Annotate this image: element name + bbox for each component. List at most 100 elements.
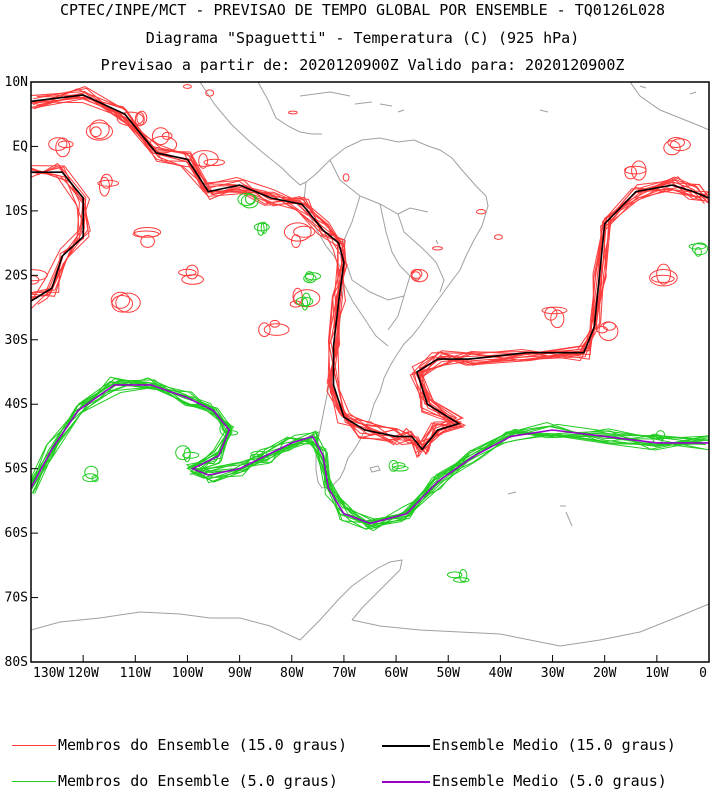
member-5-blob: [453, 577, 470, 583]
coast-south-georgia: [507, 491, 573, 527]
member-5-blob: [447, 571, 463, 579]
member-15-blob: [269, 319, 280, 328]
member-15-line: [35, 166, 80, 305]
member-15-line: [31, 101, 709, 451]
member-15-blob: [667, 137, 686, 148]
member-15-blob: [134, 112, 145, 127]
member-5-line: [34, 377, 709, 522]
member-5-blob: [82, 473, 98, 483]
lat-tick-label: 80S: [5, 655, 28, 670]
lat-tick-label: 60S: [5, 526, 28, 541]
legend-red-swatch: [12, 745, 56, 746]
lon-tick-label: 80W: [280, 666, 304, 681]
coast-africa: [629, 82, 709, 131]
member-5-blob: [301, 297, 309, 311]
member-5-blob: [688, 243, 707, 250]
member-15-line: [31, 94, 705, 455]
legend-purple-swatch: [382, 781, 430, 783]
map-frame: [30, 81, 710, 663]
member-5-blob: [649, 433, 661, 440]
member-5-line: [31, 386, 705, 527]
legend-green-label: Membros do Ensemble (5.0 graus): [58, 772, 338, 790]
member-5-blob: [303, 273, 317, 284]
member-5-blob: [257, 222, 265, 236]
lon-tick-label: 30W: [541, 666, 565, 681]
member-15-line: [33, 88, 709, 455]
member-15-line: [32, 86, 709, 456]
lat-tick-label: 10S: [5, 204, 28, 219]
member-5-blob: [691, 242, 709, 256]
lon-tick-label: 10W: [645, 666, 669, 681]
coast-central-america-north: [257, 82, 322, 135]
member-15-blob: [293, 225, 316, 238]
member-5-blob: [91, 475, 99, 483]
legend-red-label: Membros do Ensemble (15.0 graus): [58, 736, 347, 754]
member-5-blob: [304, 272, 321, 281]
member-15-blob: [182, 84, 192, 89]
member-15-blob: [541, 306, 568, 315]
lon-tick-label: 130W: [33, 666, 64, 681]
member-15-blob: [111, 295, 133, 313]
coast-antarctic-peninsula: [299, 559, 403, 641]
coast-antarctica: [31, 603, 709, 647]
coast-caribbean: [299, 91, 405, 113]
member-5-line: [31, 378, 709, 528]
lat-tick-label: 10N: [5, 75, 28, 90]
member-5-blob: [237, 192, 256, 206]
member-15-blob: [190, 150, 219, 167]
title-line-1: CPTEC/INPE/MCT - PREVISAO DE TEMPO GLOBA…: [59, 1, 666, 19]
member-5-line: [31, 377, 709, 529]
lon-tick-label: 110W: [120, 666, 151, 681]
border-lines: [329, 159, 445, 347]
member-5-line: [31, 379, 704, 523]
title-line-3: Previsao a partir de: 2020120900Z Valido…: [100, 56, 625, 74]
member-5-line: [31, 379, 709, 522]
member-15-blob: [263, 323, 290, 336]
lat-tick-label: EQ: [12, 139, 28, 154]
member-15-blob: [631, 160, 647, 181]
member-5-line: [32, 376, 709, 530]
member-15-blob: [283, 222, 312, 242]
member-15-line: [31, 170, 91, 294]
coastlines: [31, 82, 709, 647]
member-15-blob: [669, 138, 691, 152]
member-15-blob: [342, 173, 350, 182]
lon-tick-label: 90W: [228, 666, 252, 681]
member-15-line: [31, 166, 90, 298]
title-line-2: Diagrama "Spaguetti" - Temperatura (C) (…: [145, 29, 580, 47]
member-5-line: [31, 379, 707, 521]
member-15-blob: [203, 158, 225, 166]
member-15-line: [31, 97, 709, 442]
member-15-blob: [116, 111, 144, 127]
member-15-line: [31, 165, 91, 294]
member-15-blob: [288, 110, 298, 115]
member-15-blob: [85, 122, 114, 141]
member-5-line: [31, 380, 709, 525]
member-15-blob: [133, 227, 162, 238]
lon-axis: 130W 120W 110W 100W 90W 80W 70W 60W 50W 40W 30W 20W…: [30, 655, 710, 681]
lat-tick-label: 20S: [5, 268, 28, 283]
member-15-blob: [89, 119, 110, 140]
member-15-line: [32, 98, 709, 459]
member-15-blob: [550, 309, 565, 329]
member-15-blob: [31, 275, 40, 285]
red-member-contours: [31, 84, 709, 459]
member-15-blob: [140, 234, 155, 248]
member-5-blob: [224, 430, 239, 436]
member-5-line: [31, 383, 709, 530]
member-15-blob: [90, 126, 102, 138]
member-15-blob: [205, 89, 215, 97]
member-15-blob: [624, 165, 647, 175]
member-15-blob: [181, 274, 204, 285]
legend-purple-label: Ensemble Medio (5.0 graus): [432, 772, 667, 790]
member-5-blob: [458, 569, 468, 582]
lat-tick-label: 70S: [5, 591, 28, 606]
member-15-blob: [161, 131, 173, 140]
member-15-blob: [31, 269, 48, 282]
member-5-blob: [301, 292, 311, 308]
lon-tick-label: 70W: [332, 666, 356, 681]
ensemble-means: [31, 94, 709, 525]
legend-green-swatch: [12, 781, 56, 782]
member-5-blob: [250, 450, 268, 458]
lon-tick-label: 60W: [384, 666, 408, 681]
